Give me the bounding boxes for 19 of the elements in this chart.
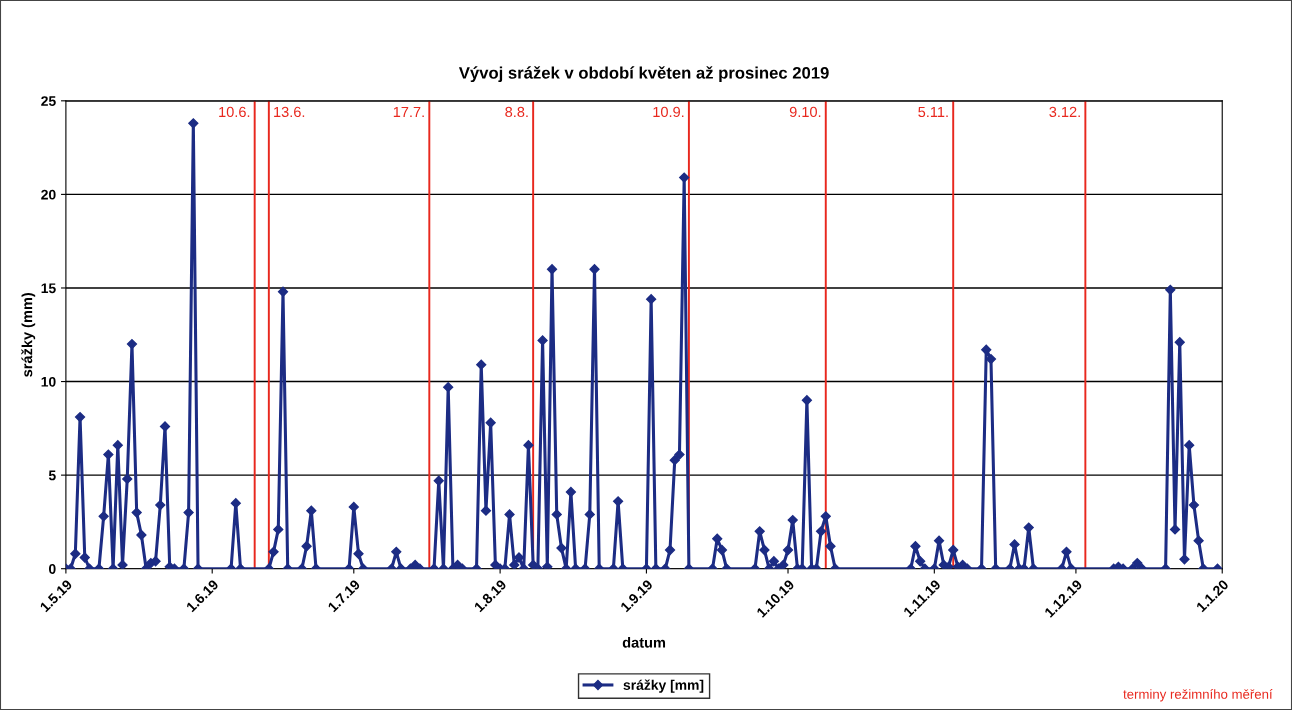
text: terminy režimního měření	[1123, 689, 1273, 702]
ref-line-label: 10.9.	[653, 106, 684, 118]
ref-line-label: 8.8.	[505, 106, 528, 118]
ref-line-label: 5.11.	[918, 106, 948, 118]
chart-title: Vývoj srážek v období květen až prosinec 2019	[458, 66, 829, 83]
y-tick-label: 15	[41, 283, 56, 294]
ref-line-label: 13.6.	[274, 106, 305, 118]
y-tick-label: 0	[49, 564, 56, 574]
ref-line-label: 17.7.	[393, 106, 424, 117]
ref-line-label: 10.6.	[219, 106, 250, 118]
ref-line-label: 9.10.	[789, 106, 821, 118]
y-tick-label: 5	[48, 470, 56, 481]
y-tick-label: 10	[41, 376, 56, 387]
y-tick-label: 25	[41, 96, 56, 106]
ref-line-label: 3.12.	[1049, 106, 1080, 118]
y-axis-title: srážky (mm)	[21, 292, 36, 377]
x-axis-title: datum	[622, 637, 666, 648]
legend-label: srážky [mm]	[623, 679, 704, 693]
y-tick-label: 20	[41, 189, 56, 200]
